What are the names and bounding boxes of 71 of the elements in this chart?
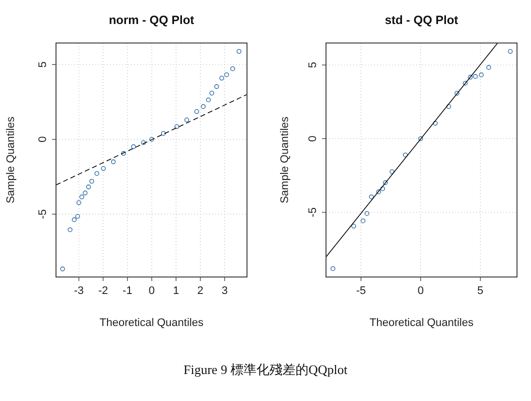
x-tick-label: -1 bbox=[122, 285, 132, 297]
point bbox=[121, 151, 126, 156]
point bbox=[149, 136, 154, 142]
x-tick-label: -2 bbox=[98, 285, 108, 297]
point bbox=[206, 97, 211, 102]
y-axis-title: Sample Quantiles bbox=[5, 116, 17, 204]
point bbox=[368, 194, 374, 200]
point bbox=[100, 166, 106, 171]
point bbox=[360, 218, 366, 224]
point bbox=[214, 84, 220, 89]
point bbox=[454, 90, 460, 96]
x-tick-label: 0 bbox=[148, 285, 155, 297]
point bbox=[209, 90, 214, 96]
caption: Figure 9 標準化殘差的QQplot bbox=[184, 362, 348, 377]
point bbox=[418, 136, 424, 142]
point bbox=[184, 118, 190, 122]
point bbox=[89, 178, 94, 184]
point bbox=[446, 104, 452, 109]
point bbox=[478, 72, 484, 78]
point bbox=[60, 266, 65, 272]
y-tick-label: -5 bbox=[307, 207, 319, 218]
point bbox=[364, 211, 370, 216]
x-tick-label: 5 bbox=[477, 285, 484, 297]
point bbox=[330, 266, 336, 271]
x-axis-title: Theoretical Quantiles bbox=[370, 317, 474, 329]
point bbox=[86, 184, 91, 190]
point bbox=[79, 194, 84, 200]
point bbox=[68, 227, 72, 232]
point bbox=[486, 65, 492, 70]
x-tick-label: -5 bbox=[356, 285, 366, 297]
point bbox=[236, 48, 242, 54]
x-tick-label: -3 bbox=[74, 285, 84, 297]
x-axis-title: Theoretical Quantiles bbox=[100, 317, 204, 329]
point bbox=[462, 80, 468, 86]
y-tick-label: 0 bbox=[307, 136, 319, 142]
point bbox=[432, 120, 438, 126]
point bbox=[82, 190, 88, 196]
chart-title: norm - QQ Plot bbox=[108, 13, 194, 27]
y-tick-label: 0 bbox=[37, 136, 49, 142]
point bbox=[382, 180, 388, 186]
point bbox=[72, 217, 77, 222]
point bbox=[508, 49, 513, 54]
x-tick-label: 2 bbox=[197, 285, 204, 297]
point bbox=[174, 124, 180, 130]
point bbox=[390, 169, 394, 174]
point bbox=[224, 72, 229, 78]
x-tick-label: 0 bbox=[418, 285, 424, 297]
point bbox=[141, 140, 146, 146]
point bbox=[376, 189, 382, 194]
x-tick-label: 3 bbox=[222, 285, 228, 297]
point bbox=[200, 104, 206, 109]
point bbox=[230, 66, 236, 72]
point bbox=[76, 200, 82, 206]
y-tick-label: -5 bbox=[37, 209, 49, 220]
point bbox=[402, 152, 408, 158]
point bbox=[351, 224, 356, 229]
y-tick-label: 5 bbox=[37, 61, 49, 68]
point bbox=[161, 130, 166, 136]
chart-title: std - QQ Plot bbox=[384, 13, 458, 27]
y-tick-label: 5 bbox=[307, 62, 319, 68]
point bbox=[94, 171, 100, 176]
point bbox=[468, 74, 473, 80]
point bbox=[194, 109, 200, 114]
point bbox=[131, 144, 136, 150]
point bbox=[110, 159, 116, 164]
point bbox=[219, 76, 224, 81]
x-tick-label: 1 bbox=[172, 285, 180, 297]
point bbox=[380, 186, 386, 192]
point bbox=[75, 214, 80, 219]
point bbox=[472, 74, 478, 79]
y-axis-title: Sample Quantiles bbox=[279, 116, 291, 204]
